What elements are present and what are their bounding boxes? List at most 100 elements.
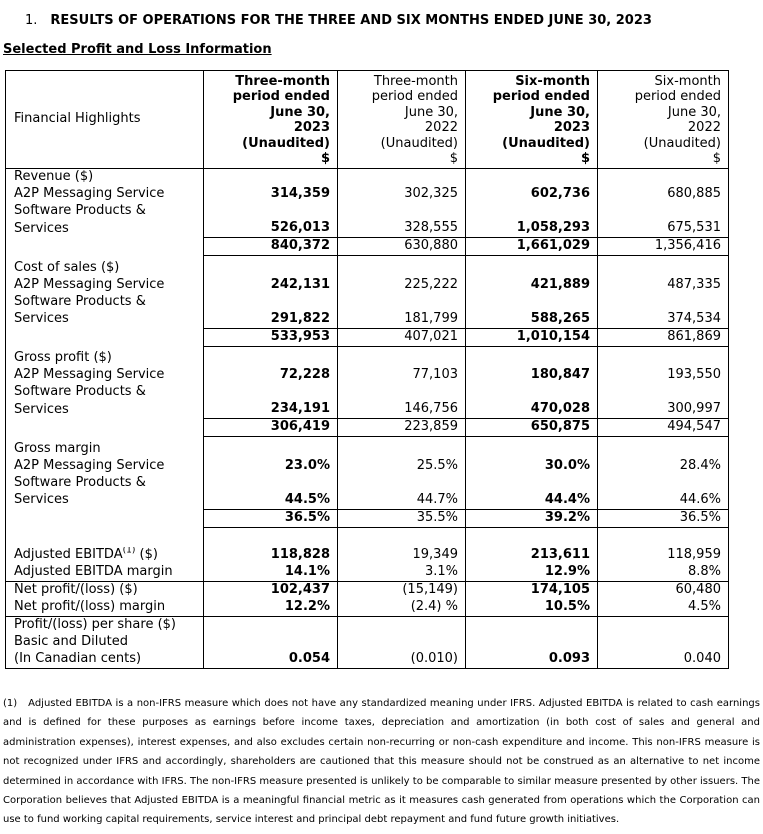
value-cell: 213,611: [465, 547, 598, 565]
value-cell: 36.5%: [597, 508, 729, 528]
table-row-cost-of-sales: Software Products &: [5, 293, 729, 311]
row-label-cell: Software Products &: [5, 474, 204, 492]
value-cell: 1,356,416: [597, 237, 729, 257]
value-cell: 118,828: [203, 547, 338, 565]
value-cell: 44.5%: [203, 491, 338, 510]
table-row-adjusted-ebitda: Adjusted EBITDA margin 14.1% 3.1% 12.9% 8.8%: [5, 564, 729, 583]
value-cell: 180,847: [465, 367, 598, 385]
value-cell: 193,550: [597, 367, 729, 385]
value-cell: 23.0%: [203, 457, 338, 475]
value-cell: 291,822: [203, 310, 338, 329]
value-cell: 470,028: [465, 401, 598, 419]
value-cell: 12.9%: [465, 564, 598, 583]
table-row-gross-profit: 306,419 223,859 650,875 494,547: [5, 418, 729, 438]
row-label-cell: Basic and Diluted: [5, 634, 204, 652]
value-cell: 242,131: [203, 276, 338, 294]
value-cell: 680,885: [597, 186, 729, 204]
value-cell: [203, 293, 338, 311]
value-cell: 861,869: [597, 327, 729, 347]
spacer-row: [5, 255, 729, 260]
value-cell: 10.5%: [465, 599, 598, 618]
value-cell: 8.8%: [597, 564, 729, 583]
value-cell: 650,875: [465, 418, 598, 438]
value-cell: [597, 293, 729, 311]
value-cell: 1,661,029: [465, 237, 598, 257]
row-label-cell: Adjusted EBITDA margin: [5, 564, 204, 583]
value-cell: [597, 616, 729, 635]
value-cell: 407,021: [337, 327, 466, 347]
section-number: 1.: [25, 13, 38, 28]
table-header-row: Financial Highlights Three-month period en…: [5, 69, 729, 170]
value-cell: [597, 440, 729, 458]
value-cell: 14.1%: [203, 564, 338, 583]
value-cell: 225,222: [337, 276, 466, 294]
value-cell: 840,372: [203, 237, 338, 257]
value-cell: 3.1%: [337, 564, 466, 583]
value-cell: [203, 616, 338, 635]
value-cell: [465, 440, 598, 458]
value-cell: 302,325: [337, 186, 466, 204]
column-header: Three-month period ended June 30, 2022 (Unau…: [337, 69, 466, 170]
value-cell: [203, 259, 338, 277]
value-cell: 39.2%: [465, 508, 598, 528]
row-label-cell: Software Products &: [5, 384, 204, 402]
table-row-revenue: Software Products &: [5, 203, 729, 221]
value-cell: [465, 350, 598, 368]
row-label-cell: Profit/(loss) per share ($): [5, 616, 204, 635]
value-cell: [465, 168, 598, 187]
value-cell: 374,534: [597, 310, 729, 329]
value-cell: [465, 474, 598, 492]
value-cell: 223,859: [337, 418, 466, 438]
row-label-cell: Software Products &: [5, 203, 204, 221]
value-cell: 300,997: [597, 401, 729, 419]
spacer-row: [5, 527, 729, 548]
row-label-cell: Services: [5, 401, 204, 419]
value-cell: 602,736: [465, 186, 598, 204]
value-cell: [337, 168, 466, 187]
table-row-per-share: (In Canadian cents) 0.054 (0.010) 0.093 0.04…: [5, 651, 729, 670]
column-header: Six-month period ended June 30, 2023 (Unaudi…: [465, 69, 598, 170]
table-row-revenue: A2P Messaging Service 314,359 302,325 602,7…: [5, 186, 729, 204]
table-row-cost-of-sales: 533,953 407,021 1,010,154 861,869: [5, 327, 729, 347]
value-cell: 146,756: [337, 401, 466, 419]
table-row-gross-profit: Services 234,191 146,756 470,028 300,997: [5, 401, 729, 419]
value-cell: (0.010): [337, 651, 466, 670]
table-row-gross-margin: A2P Messaging Service 23.0% 25.5% 30.0% 28.4…: [5, 457, 729, 475]
value-cell: [465, 293, 598, 311]
table-row-gross-margin: Software Products &: [5, 474, 729, 492]
row-label-cell: A2P Messaging Service: [5, 186, 204, 204]
value-cell: [465, 203, 598, 221]
spacer-row: [5, 436, 729, 441]
table-row-revenue: Revenue ($): [5, 168, 729, 187]
spacer-row: [5, 346, 729, 351]
value-cell: [337, 259, 466, 277]
table-row-adjusted-ebitda: Adjusted EBITDA(1) ($) 118,828 19,349 213,6…: [5, 547, 729, 565]
value-cell: (2.4) %: [337, 599, 466, 618]
value-cell: [337, 350, 466, 368]
value-cell: 174,105: [465, 581, 598, 600]
table-row-revenue: 840,372 630,880 1,661,029 1,356,416: [5, 237, 729, 257]
value-cell: 44.7%: [337, 491, 466, 510]
value-cell: [337, 634, 466, 652]
table-row-per-share: Profit/(loss) per share ($): [5, 616, 729, 635]
table-row-gross-margin: Gross margin: [5, 440, 729, 458]
value-cell: [597, 350, 729, 368]
row-label-cell: Gross profit ($): [5, 350, 204, 368]
table-row-gross-margin: 36.5% 35.5% 39.2% 36.5%: [5, 508, 729, 528]
table-row-cost-of-sales: A2P Messaging Service 242,131 225,222 421,8…: [5, 276, 729, 294]
value-cell: 28.4%: [597, 457, 729, 475]
value-cell: 102,437: [203, 581, 338, 600]
row-label-cell: [5, 418, 204, 437]
value-cell: 181,799: [337, 310, 466, 329]
value-cell: [597, 384, 729, 402]
row-label-cell: A2P Messaging Service: [5, 367, 204, 385]
value-cell: [597, 259, 729, 277]
row-label-cell: Services: [5, 220, 204, 238]
value-cell: [465, 616, 598, 635]
row-label-cell: [5, 237, 204, 256]
column-header: Three-month period ended June 30, 2023 (Unau…: [203, 69, 338, 170]
value-cell: 494,547: [597, 418, 729, 438]
value-cell: 36.5%: [203, 508, 338, 528]
value-cell: 675,531: [597, 220, 729, 238]
value-cell: [337, 384, 466, 402]
